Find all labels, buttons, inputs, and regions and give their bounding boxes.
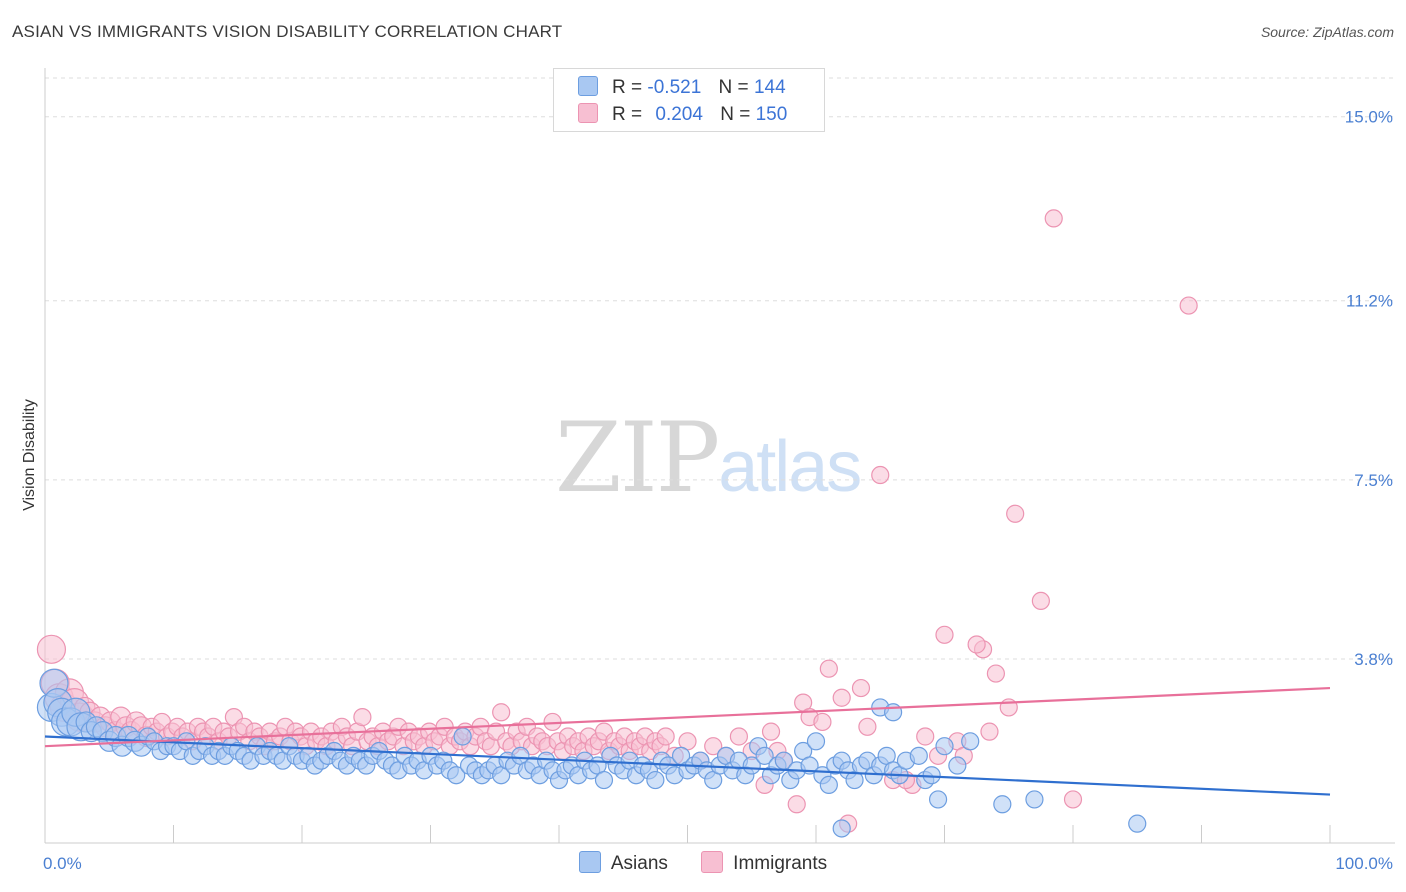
x-tick-label: 0.0% — [43, 854, 82, 873]
asians-swatch — [578, 76, 598, 96]
legend-r-label: R = — [612, 77, 643, 98]
immigrants-point — [980, 722, 999, 741]
asians-point — [948, 756, 967, 775]
trend-lines — [44, 686, 1331, 796]
asians-point — [594, 770, 614, 790]
asians-point — [742, 756, 761, 775]
immigrants-legend-label: Immigrants — [733, 853, 828, 874]
asians-point — [806, 732, 826, 751]
legend-item-asians: Asians — [578, 851, 668, 875]
asians-point — [832, 819, 851, 838]
immigrants-point — [1179, 296, 1198, 315]
immigrants-point — [916, 727, 935, 746]
asians-point — [993, 795, 1012, 814]
legend-r-value: -0.521 — [647, 77, 702, 98]
asians-point — [646, 770, 665, 790]
correlation-legend: R = -0.521 N = 144 R = 0.204 N = 150 — [553, 68, 825, 132]
legend-row-asians: R = -0.521 N = 144 — [578, 76, 786, 98]
immigrants-point — [935, 625, 954, 644]
immigrants-legend-swatch — [701, 851, 724, 873]
y-tick-label: 7.5% — [1354, 471, 1393, 490]
asians-point — [928, 790, 948, 809]
asians-trend-line — [44, 735, 1331, 796]
y-tick-label: 15.0% — [1345, 108, 1393, 127]
immigrants-point — [1044, 209, 1063, 228]
x-tick-labels: 0.0% 100.0% — [43, 854, 1393, 873]
immigrants-trend-line — [44, 686, 1331, 748]
immigrants-point — [858, 717, 877, 736]
source-label: Source: ZipAtlas.com — [1260, 24, 1394, 40]
asians-point — [453, 727, 472, 746]
y-tick-label: 11.2% — [1346, 292, 1393, 311]
immigrants-point — [353, 708, 372, 727]
immigrants-point — [813, 712, 832, 732]
immigrants-swatch — [578, 103, 598, 123]
immigrants-point — [832, 688, 851, 707]
asians-point — [935, 737, 954, 756]
asians-point — [1128, 814, 1147, 833]
legend-row-immigrants: R = 0.204 N = 150 — [578, 103, 787, 125]
chart-title: ASIAN VS IMMIGRANTS VISION DISABILITY CO… — [12, 22, 563, 41]
immigrants-point — [986, 664, 1006, 683]
legend-r-value: 0.204 — [655, 104, 703, 125]
legend-n-value: 144 — [753, 77, 786, 98]
grid-lines — [45, 77, 1395, 660]
immigrants-point — [787, 795, 806, 814]
immigrants-point — [704, 737, 723, 756]
y-tick-labels: 3.8% 7.5% 11.2% 15.0% — [1345, 108, 1393, 669]
asians-point — [909, 746, 928, 765]
legend-n-value: 150 — [755, 104, 788, 125]
y-tick-label: 3.8% — [1354, 650, 1393, 669]
asians-point — [961, 732, 980, 751]
immigrants-point — [656, 727, 675, 746]
series-legend: Asians Immigrants — [0, 851, 1406, 875]
asians-point — [755, 746, 774, 765]
immigrants-point — [819, 659, 838, 678]
immigrants-point — [492, 703, 511, 722]
asians-point — [883, 703, 903, 722]
immigrants-point — [871, 465, 890, 485]
asians-points — [36, 668, 1147, 838]
immigrants-point — [36, 634, 67, 664]
asians-legend-swatch — [578, 851, 601, 873]
immigrants-point — [729, 727, 749, 746]
asians-point — [1025, 790, 1044, 809]
legend-n-label: N = — [720, 104, 751, 125]
immigrants-point — [1031, 591, 1050, 611]
asians-point — [819, 775, 838, 794]
immigrants-point — [851, 678, 871, 698]
asians-legend-label: Asians — [610, 853, 668, 874]
legend-n-label: N = — [718, 77, 749, 98]
x-tick-label: 100.0% — [1335, 854, 1393, 873]
immigrants-point — [1006, 504, 1025, 523]
asians-point — [447, 766, 466, 785]
immigrants-point — [1063, 790, 1083, 809]
immigrants-point — [967, 635, 986, 654]
legend-item-immigrants: Immigrants — [701, 851, 827, 875]
immigrants-point — [761, 722, 781, 741]
legend-r-label: R = — [612, 104, 643, 125]
